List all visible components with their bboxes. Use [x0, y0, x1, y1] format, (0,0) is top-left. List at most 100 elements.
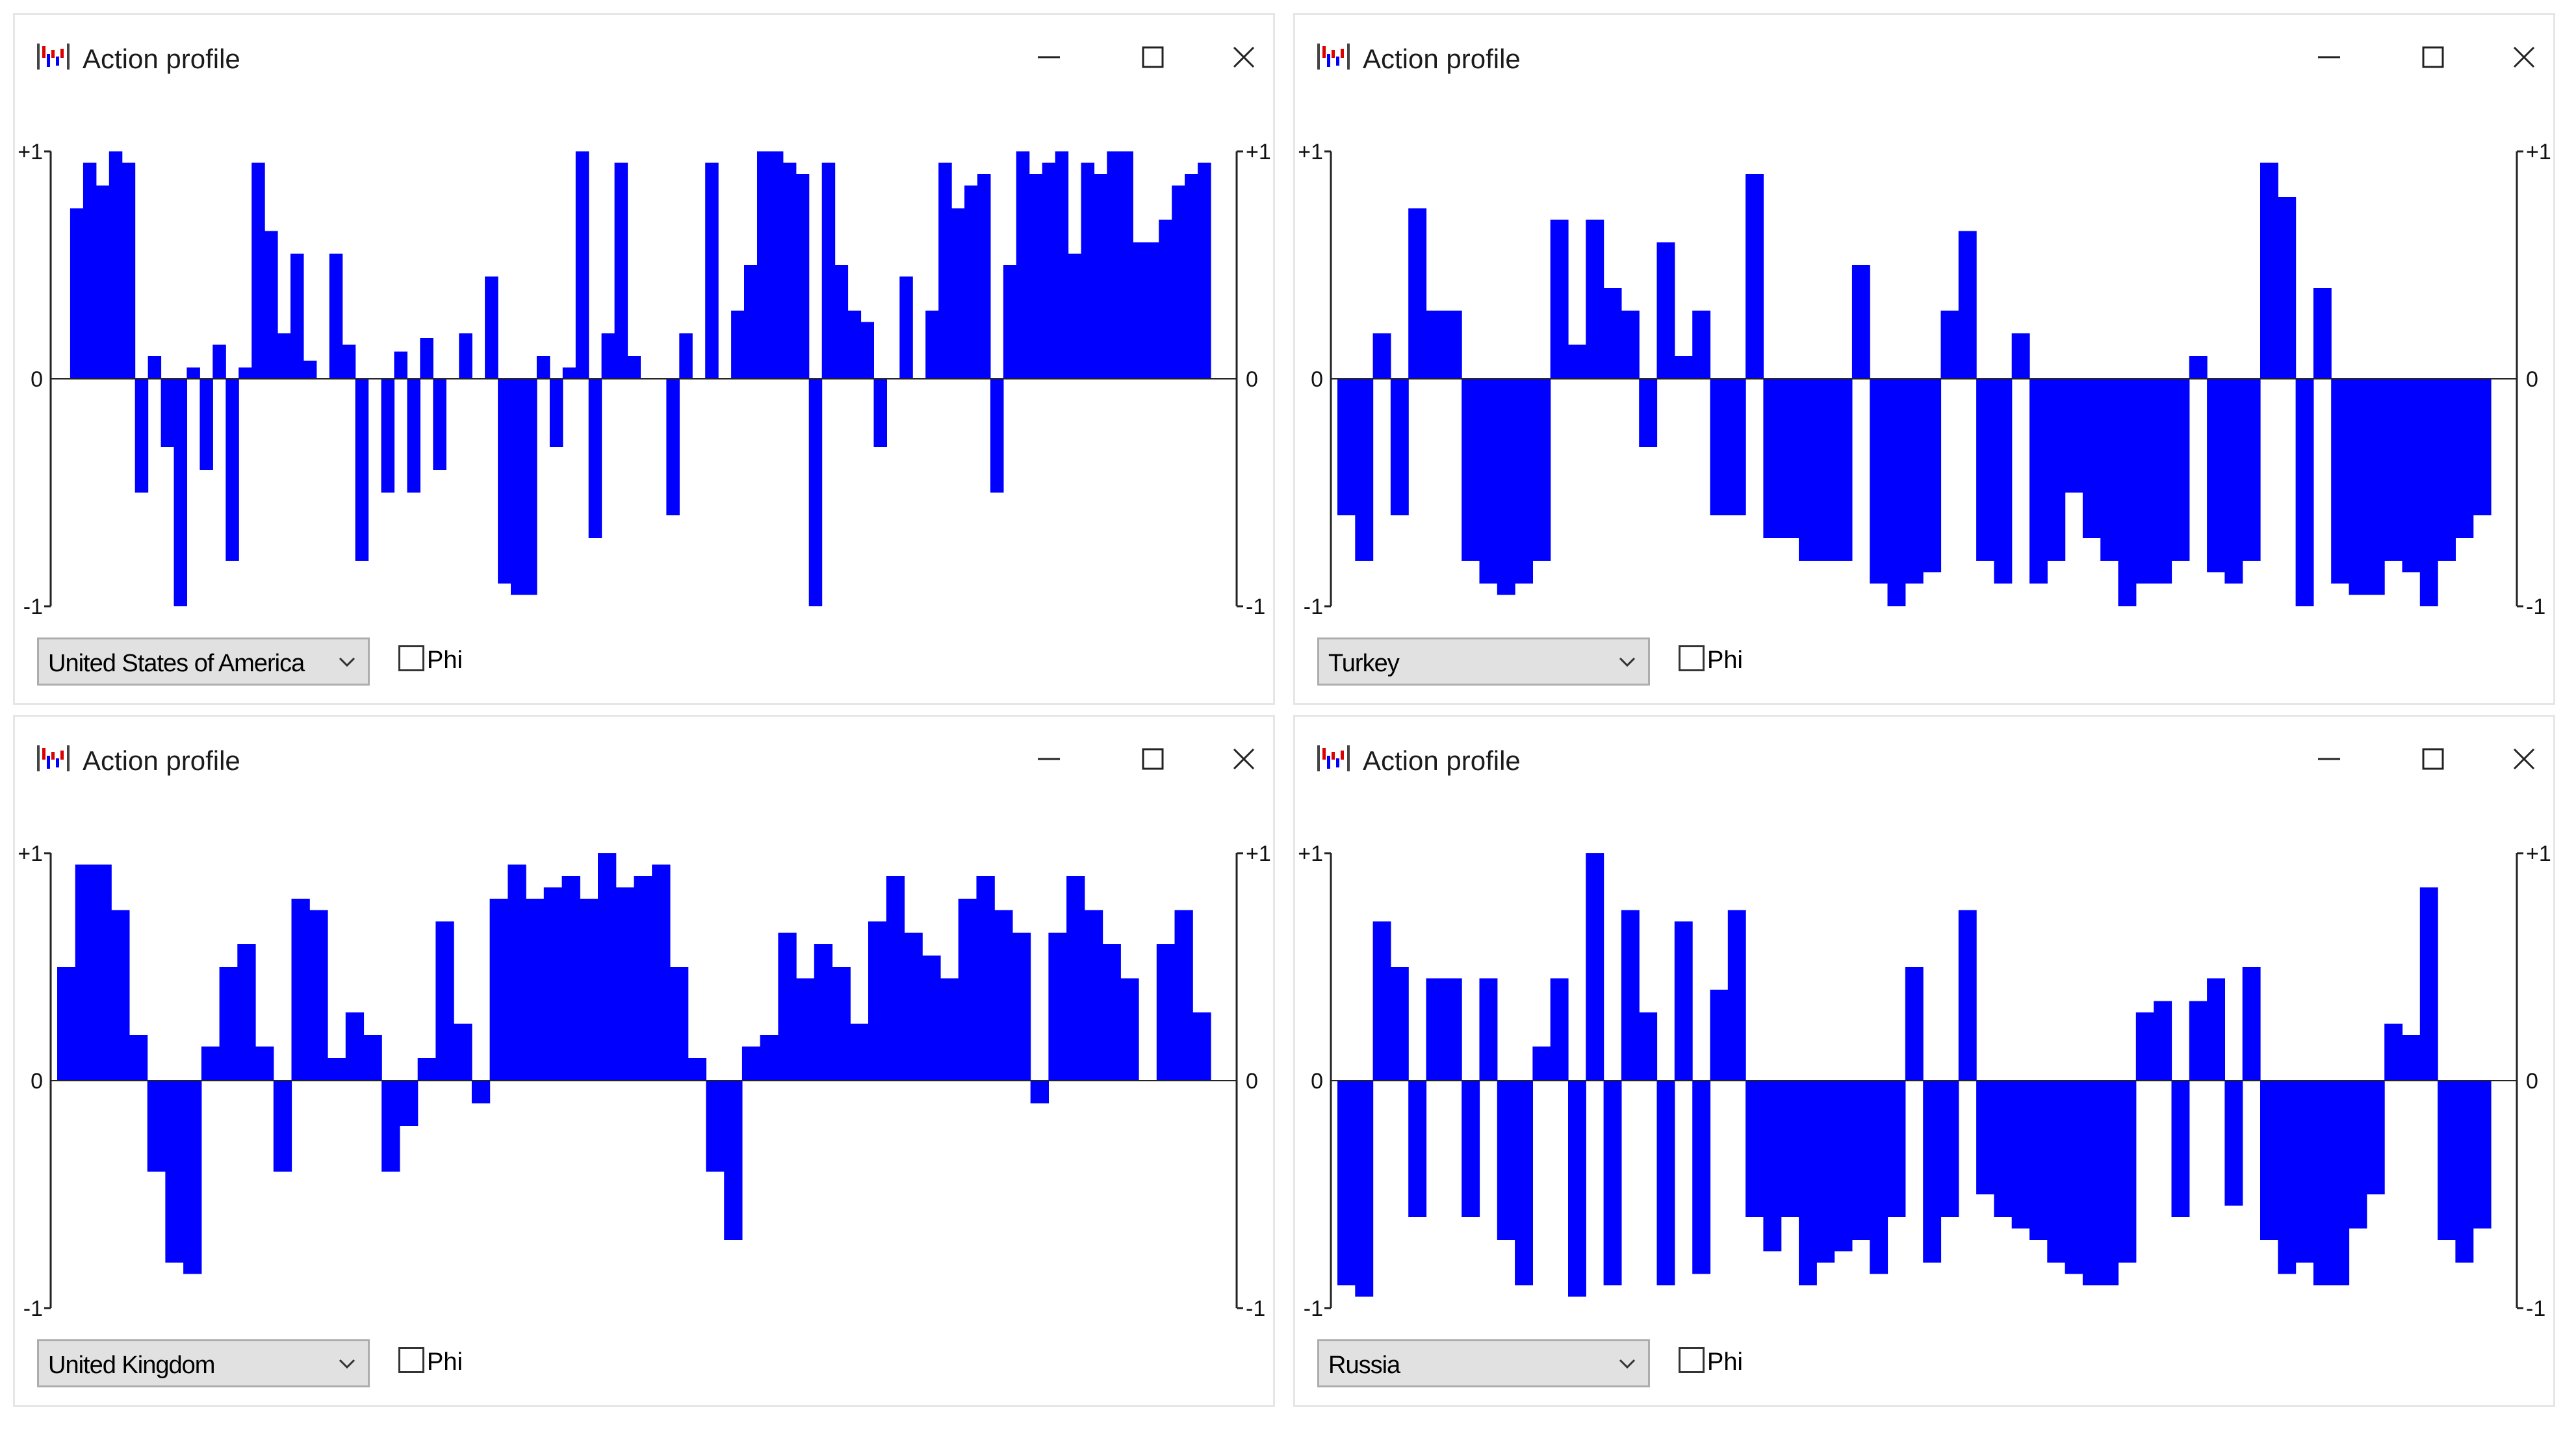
bar	[1016, 151, 1030, 379]
left-tick-label-zero: 0	[1311, 367, 1323, 392]
close-button[interactable]	[1208, 736, 1280, 782]
bar	[1870, 1081, 1888, 1274]
bar	[1923, 379, 1942, 572]
right-tick-label-zero: 0	[1246, 367, 1258, 392]
bar	[688, 1058, 706, 1081]
bar	[1710, 379, 1729, 515]
bar	[355, 379, 369, 561]
bar	[1174, 910, 1193, 1081]
title-bar[interactable]: Action profile	[15, 717, 1273, 795]
title-bar[interactable]: Action profile	[1295, 717, 2553, 795]
window-title: Action profile	[83, 44, 240, 74]
country-dropdown[interactable]: United States of America	[37, 637, 370, 686]
bar	[899, 276, 913, 379]
bar	[1940, 311, 1959, 379]
bar	[741, 1046, 761, 1081]
country-dropdown[interactable]: United Kingdom	[37, 1339, 370, 1387]
bar	[2438, 379, 2456, 561]
minimize-button[interactable]	[1013, 736, 1085, 782]
close-button[interactable]	[2488, 736, 2560, 782]
maximize-button[interactable]	[2397, 736, 2469, 782]
bar	[1710, 990, 1729, 1081]
bar	[1816, 1081, 1835, 1263]
bar	[1003, 265, 1017, 379]
bar	[1586, 853, 1604, 1081]
bar	[2207, 978, 2225, 1081]
left-tick-label-zero: 0	[1311, 1069, 1323, 1094]
title-bar[interactable]: Action profile	[1295, 15, 2553, 93]
bar	[129, 1035, 148, 1081]
action-profile-chart: +1 +1 0 0 -1 -1	[1295, 814, 2557, 1347]
bar	[1390, 967, 1409, 1081]
maximize-icon	[2422, 46, 2444, 68]
action-profile-window-usa: Action profile +1 +1 0 0 -1 -1 United States …	[13, 13, 1275, 705]
bar	[679, 333, 693, 379]
action-profile-app-icon	[1317, 745, 1350, 771]
bar	[670, 967, 689, 1081]
minimize-button[interactable]	[2293, 736, 2365, 782]
bar	[1834, 379, 1853, 561]
bar	[174, 379, 187, 606]
bar	[1443, 311, 1462, 379]
phi-checkbox[interactable]	[398, 1347, 424, 1373]
minimize-button[interactable]	[1013, 34, 1085, 80]
window-title: Action profile	[1363, 44, 1521, 74]
bar	[904, 932, 923, 1081]
bar	[925, 311, 939, 379]
country-dropdown[interactable]: Russia	[1317, 1339, 1650, 1387]
bar	[2313, 1081, 2332, 1285]
bar	[561, 876, 580, 1081]
close-icon	[1233, 748, 1255, 770]
right-tick-label-zero: 0	[1246, 1069, 1258, 1094]
bar	[363, 1035, 382, 1081]
bar	[562, 367, 576, 379]
bar	[873, 379, 887, 447]
bar	[2082, 1081, 2101, 1285]
bar	[598, 853, 617, 1081]
bar	[394, 352, 407, 379]
minimize-icon	[1038, 758, 1060, 760]
country-dropdown[interactable]: Turkey	[1317, 637, 1650, 686]
phi-checkbox[interactable]	[398, 645, 424, 671]
phi-checkbox[interactable]	[1679, 1347, 1705, 1373]
maximize-button[interactable]	[2397, 34, 2469, 80]
bar	[2100, 379, 2119, 561]
maximize-button[interactable]	[1117, 34, 1189, 80]
bar	[1185, 174, 1198, 379]
bar	[1443, 978, 1462, 1081]
action-profile-app-icon	[37, 745, 70, 771]
chevron-down-icon	[1619, 657, 1636, 667]
minimize-button[interactable]	[2293, 34, 2365, 80]
bar	[1497, 379, 1515, 595]
bar	[1084, 910, 1103, 1081]
bar	[2011, 333, 2030, 379]
bar	[796, 978, 815, 1081]
bar	[1159, 220, 1172, 379]
bar	[2154, 1001, 2172, 1081]
phi-checkbox[interactable]	[1679, 645, 1705, 671]
bar	[847, 311, 862, 379]
bar	[778, 932, 797, 1081]
bar	[705, 162, 719, 379]
bar	[1727, 910, 1746, 1081]
bar	[782, 162, 797, 379]
close-button[interactable]	[2488, 34, 2560, 80]
bar	[958, 899, 977, 1081]
bar	[940, 978, 959, 1081]
bar	[75, 864, 94, 1081]
right-tick-label-bottom: -1	[1246, 595, 1265, 619]
title-bar[interactable]: Action profile	[15, 15, 1273, 93]
bar	[760, 1035, 779, 1081]
bar	[433, 379, 446, 470]
bar	[977, 174, 991, 379]
bar	[1055, 151, 1069, 379]
maximize-button[interactable]	[1117, 736, 1189, 782]
bar	[549, 379, 563, 447]
bar	[536, 356, 550, 379]
bar	[2118, 1081, 2137, 1263]
bar	[303, 361, 317, 379]
close-button[interactable]	[1208, 34, 1280, 80]
maximize-icon	[2422, 748, 2444, 770]
bar	[2331, 379, 2350, 584]
close-icon	[1233, 46, 1255, 68]
